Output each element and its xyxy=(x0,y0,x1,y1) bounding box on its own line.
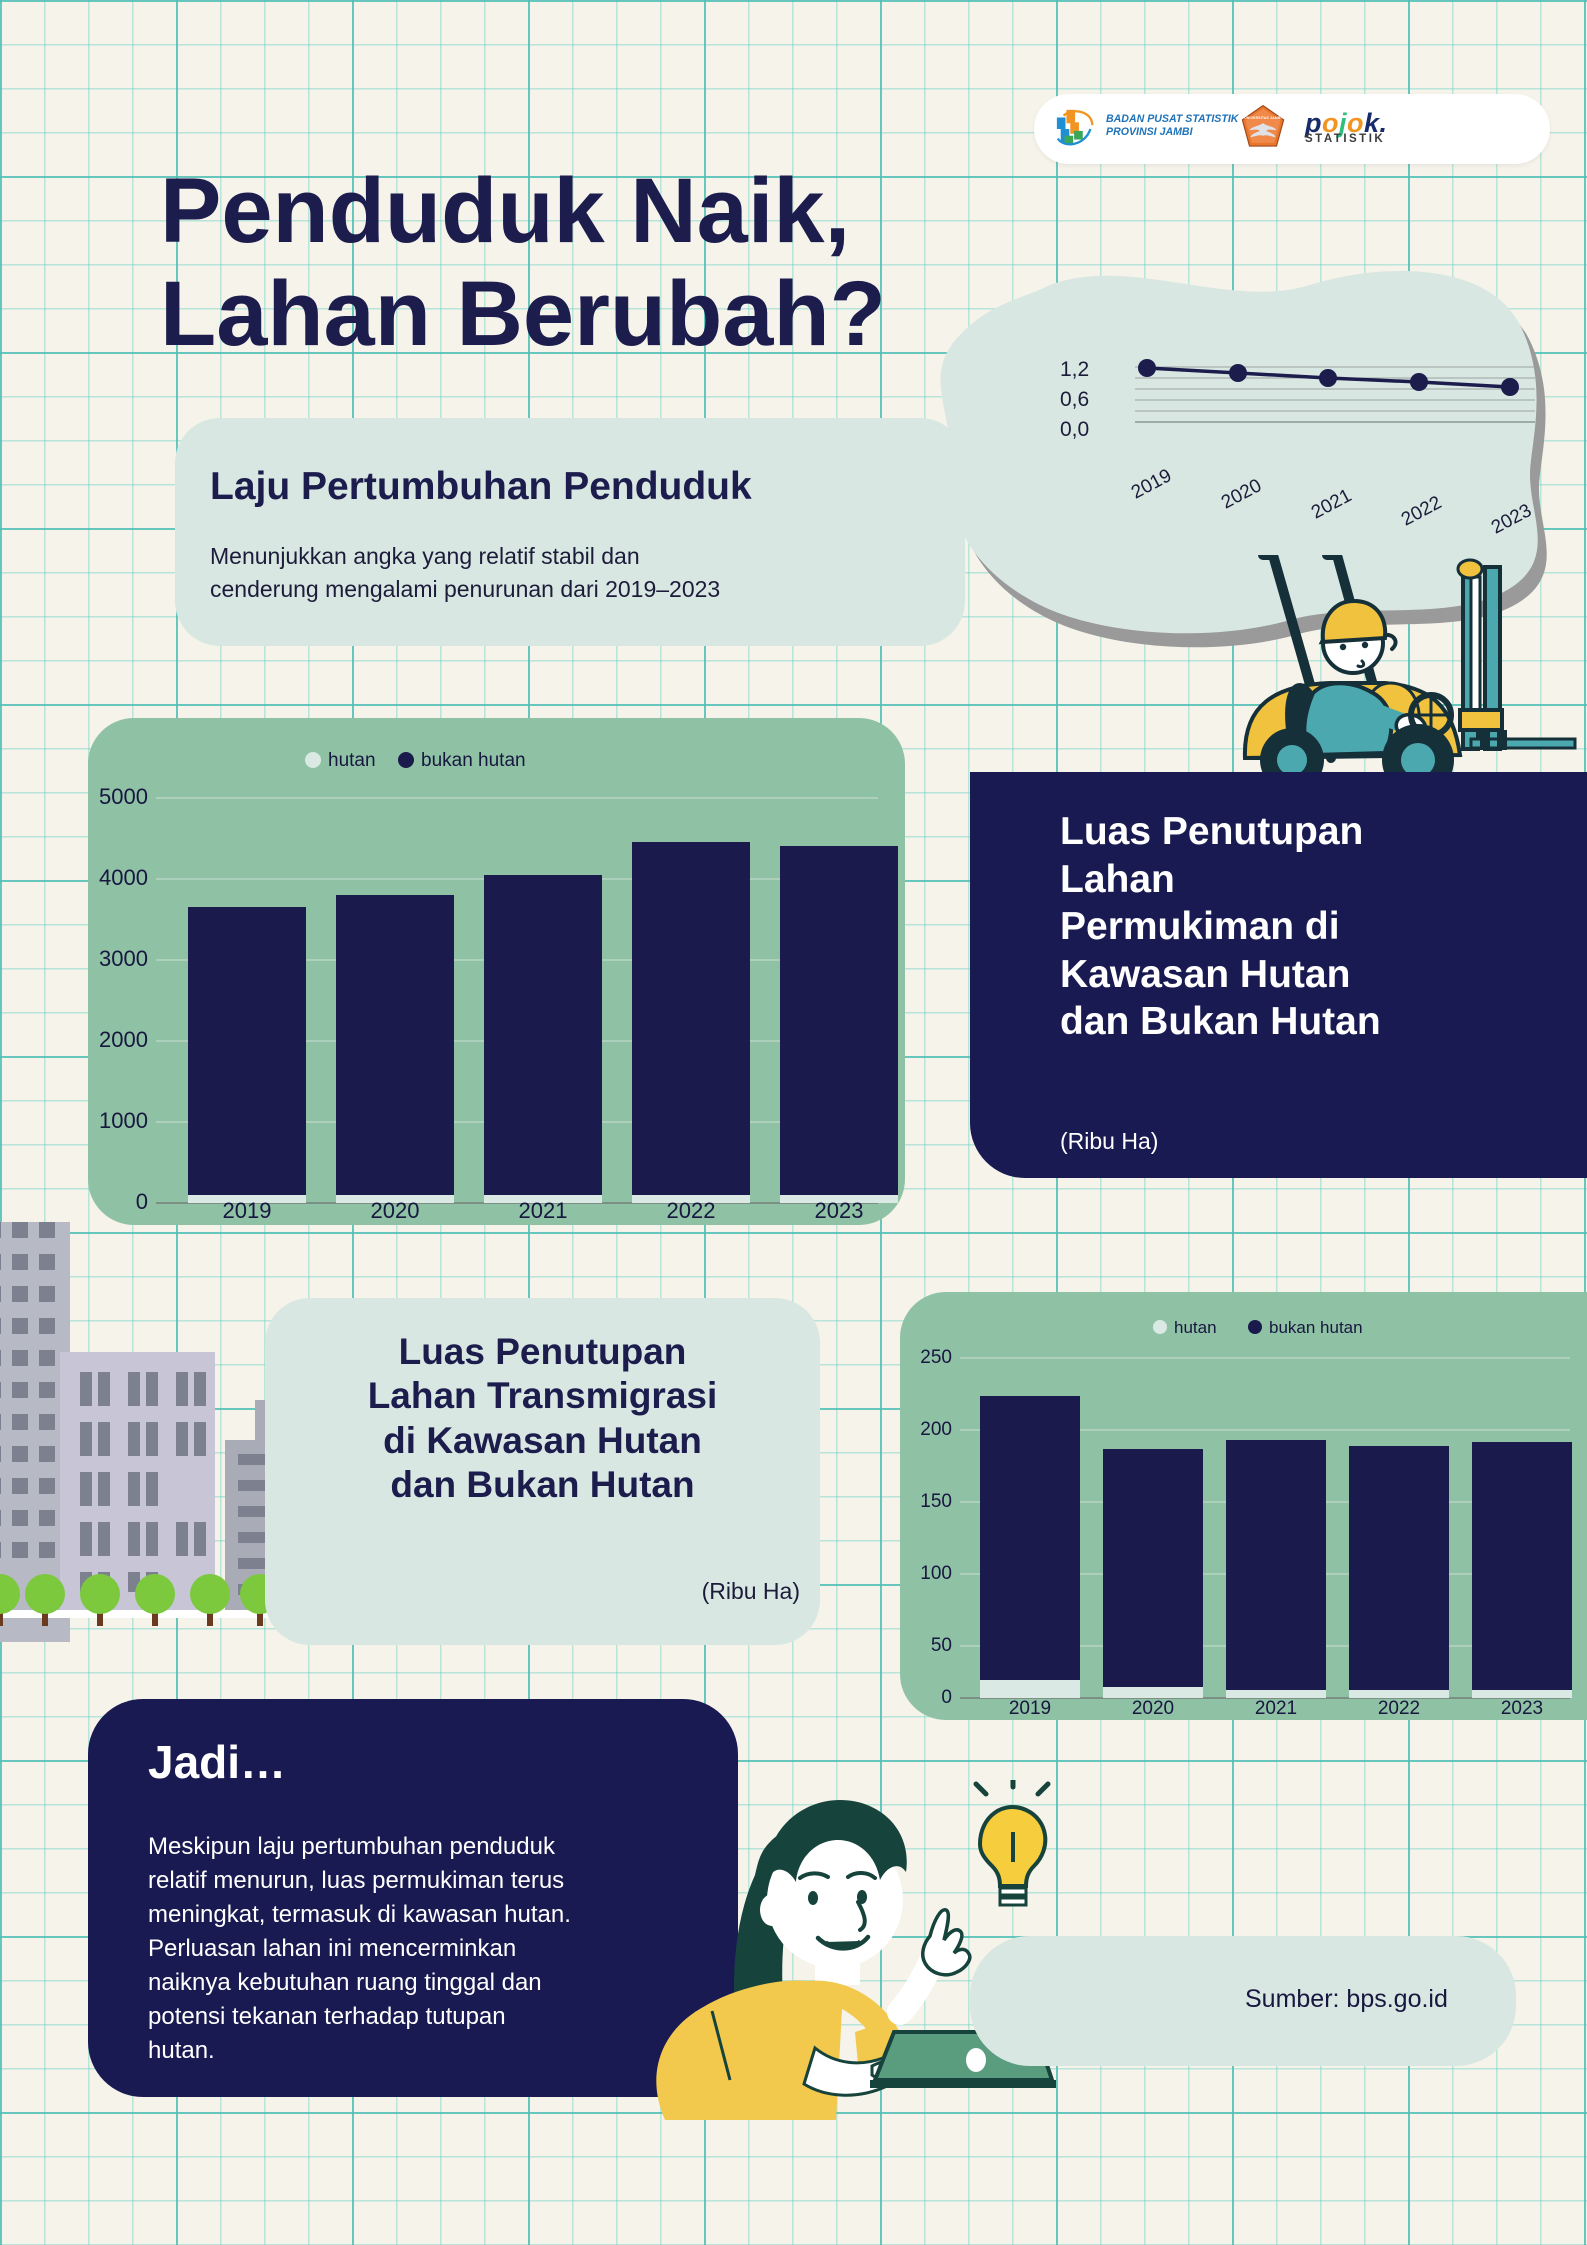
svg-text:2020: 2020 xyxy=(1132,1698,1174,1719)
svg-text:bukan hutan: bukan hutan xyxy=(421,750,526,771)
svg-text:2000: 2000 xyxy=(99,1027,148,1052)
svg-text:bukan hutan: bukan hutan xyxy=(1269,1318,1363,1337)
svg-text:2019: 2019 xyxy=(223,1198,272,1223)
svg-text:2021: 2021 xyxy=(519,1198,568,1223)
svg-text:2022: 2022 xyxy=(1378,1698,1420,1719)
svg-text:2023: 2023 xyxy=(815,1198,864,1223)
svg-text:2023: 2023 xyxy=(1501,1698,1543,1719)
svg-text:50: 50 xyxy=(931,1635,952,1656)
svg-text:2019: 2019 xyxy=(1009,1698,1051,1719)
svg-text:5000: 5000 xyxy=(99,784,148,809)
svg-text:4000: 4000 xyxy=(99,865,148,890)
svg-text:UNIVERSITAS JAMBI: UNIVERSITAS JAMBI xyxy=(1244,116,1281,120)
svg-text:hutan: hutan xyxy=(328,750,376,771)
svg-text:3000: 3000 xyxy=(99,946,148,971)
svg-text:2022: 2022 xyxy=(667,1198,716,1223)
svg-text:0: 0 xyxy=(136,1189,148,1214)
svg-text:0: 0 xyxy=(941,1687,952,1708)
svg-text:250: 250 xyxy=(920,1347,952,1368)
svg-text:2020: 2020 xyxy=(371,1198,420,1223)
svg-text:150: 150 xyxy=(920,1491,952,1512)
svg-text:hutan: hutan xyxy=(1174,1318,1217,1337)
svg-text:100: 100 xyxy=(920,1563,952,1584)
svg-text:2021: 2021 xyxy=(1255,1698,1297,1719)
svg-text:200: 200 xyxy=(920,1419,952,1440)
svg-text:1000: 1000 xyxy=(99,1108,148,1133)
